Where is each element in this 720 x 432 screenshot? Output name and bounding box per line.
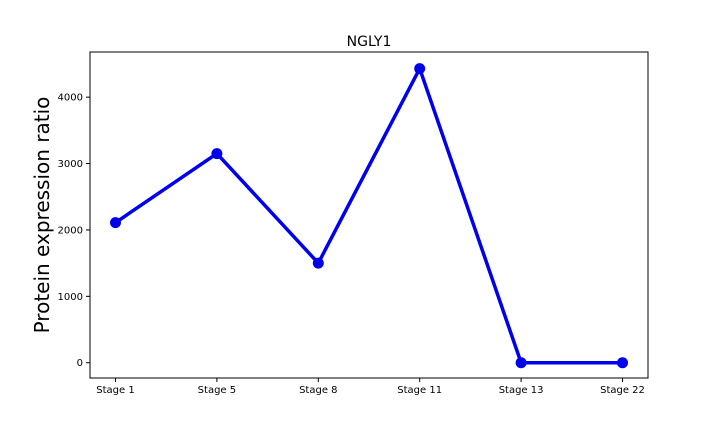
data-point <box>211 148 223 160</box>
x-tick-label: Stage 22 <box>600 385 645 396</box>
x-axis-ticks: Stage 1 Stage 5 Stage 8 Stage 11 Stage 13 Sta… <box>96 378 645 396</box>
series-line <box>113 66 625 365</box>
y-tick-label: 0 <box>77 358 83 369</box>
y-tick-label: 4000 <box>58 93 83 104</box>
x-tick-label: Stage 8 <box>299 385 337 396</box>
data-point <box>110 217 121 229</box>
x-tick-label: Stage 1 <box>96 385 134 396</box>
y-tick-label: 1000 <box>58 292 83 303</box>
y-axis-ticks: 0 1000 2000 3000 4000 <box>58 93 90 369</box>
x-tick-label: Stage 5 <box>198 385 236 396</box>
y-axis-label: Protein expression ratio <box>30 97 54 334</box>
data-point <box>515 357 527 369</box>
data-point <box>312 257 324 269</box>
data-point <box>414 63 426 75</box>
series-layer <box>110 63 628 369</box>
y-tick-label: 2000 <box>58 225 83 236</box>
plot-frame <box>89 51 649 379</box>
data-point <box>617 357 628 369</box>
x-tick-label: Stage 11 <box>397 385 442 396</box>
x-tick-label: Stage 13 <box>499 385 544 396</box>
chart-title: NGLY1 <box>347 34 392 50</box>
y-tick-label: 3000 <box>58 159 83 170</box>
